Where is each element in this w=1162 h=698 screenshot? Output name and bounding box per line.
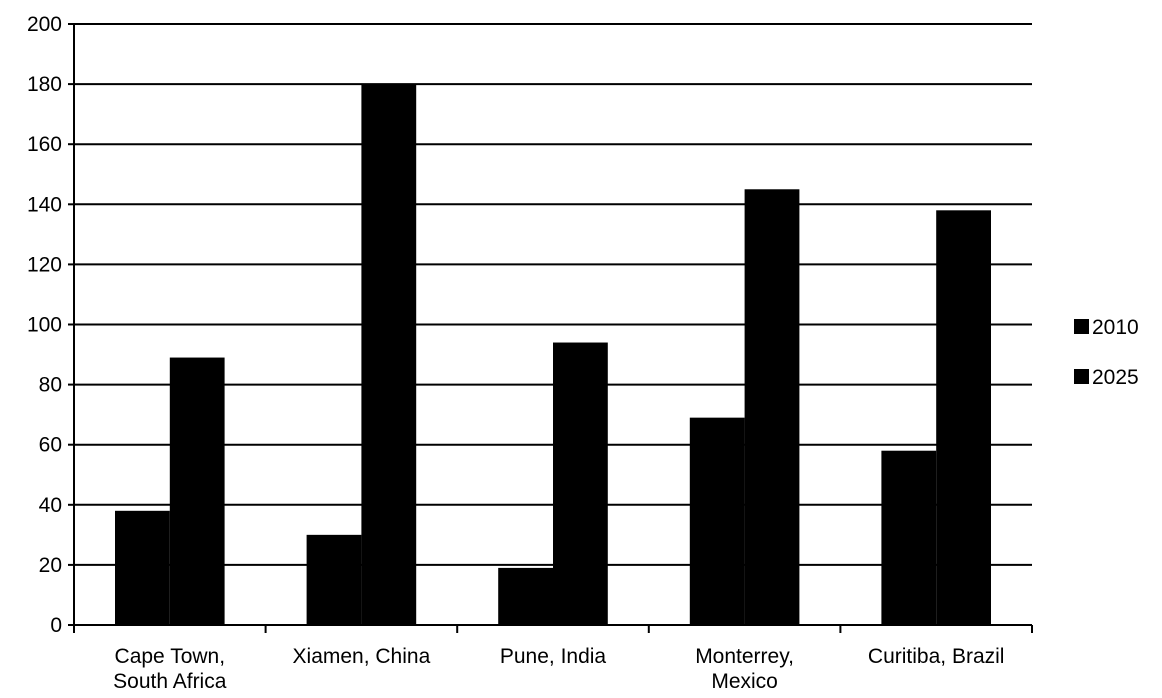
category-label-line: Mexico (711, 670, 778, 693)
bar-2025 (553, 342, 608, 625)
y-tick-label: 40 (39, 494, 62, 517)
bar-2025 (936, 210, 991, 625)
gridlines (74, 23, 1032, 566)
bar-2010 (689, 417, 745, 625)
bar-2025 (169, 357, 225, 625)
bar-2010 (115, 510, 170, 625)
x-axis: Cape Town, South Africa Xiamen, China Pune,… (73, 624, 1033, 693)
y-tick-label: 80 (39, 374, 62, 397)
category-label-line: Pune, India (500, 645, 607, 668)
category-label: Xiamen, China (293, 645, 431, 668)
category-label-line: Monterrey, (695, 645, 794, 668)
category-label-line: South Africa (113, 670, 227, 693)
category-label-line: Curitiba, Brazil (868, 645, 1005, 668)
y-tick-label: 200 (27, 13, 62, 36)
y-tick-label: 180 (27, 73, 62, 96)
y-tick-label: 60 (39, 434, 62, 457)
y-tick-label: 120 (27, 253, 62, 276)
bar-2010 (306, 534, 362, 625)
bar-2025 (361, 84, 417, 626)
y-axis: 0 20 40 60 80 100 120 140 160 180 200 (27, 13, 75, 637)
legend-swatch (1074, 319, 1089, 334)
bar-2010 (881, 450, 937, 625)
bars (115, 84, 991, 626)
category-label-line: Xiamen, China (293, 645, 431, 668)
category-label: Cape Town, South Africa (113, 645, 227, 693)
category-label: Pune, India (500, 645, 607, 668)
y-tick-label: 140 (27, 193, 62, 216)
legend-label: 2010 (1092, 316, 1139, 339)
category-label-line: Cape Town, (115, 645, 226, 668)
legend-label: 2025 (1092, 366, 1139, 389)
y-tick-label: 0 (50, 614, 62, 637)
y-tick-label: 100 (27, 314, 62, 337)
legend-swatch (1074, 369, 1089, 384)
bar-2010 (498, 567, 553, 625)
y-tick-label: 160 (27, 133, 62, 156)
legend: 2010 2025 (1074, 316, 1139, 389)
category-label: Monterrey, Mexico (695, 645, 794, 693)
y-tick-label: 20 (39, 554, 62, 577)
bar-2025 (744, 189, 800, 625)
category-label: Curitiba, Brazil (868, 645, 1005, 668)
